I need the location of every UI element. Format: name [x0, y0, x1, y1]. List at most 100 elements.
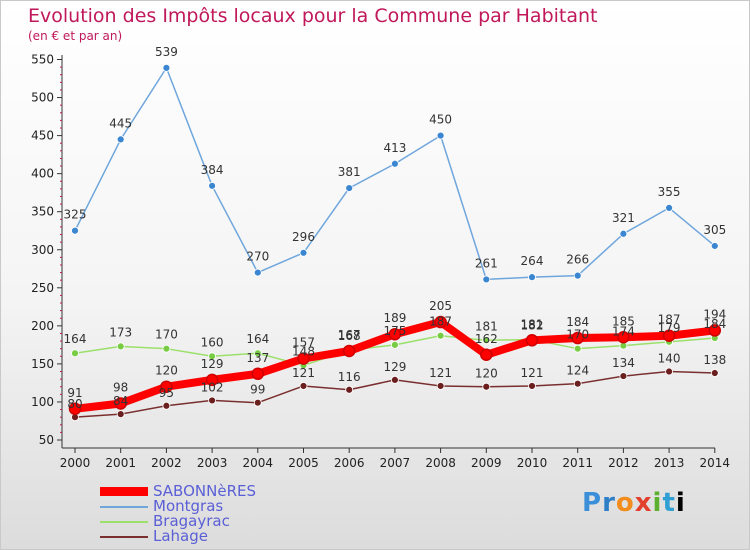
data-point — [482, 275, 491, 284]
x-tick-label: 2014 — [700, 456, 731, 470]
data-label: 167 — [338, 328, 361, 342]
y-tick-label: 350 — [31, 205, 54, 219]
data-label: 95 — [159, 386, 174, 400]
data-point — [619, 372, 628, 380]
data-point — [162, 401, 171, 410]
data-label: 91 — [67, 386, 82, 400]
y-tick-label: 550 — [31, 53, 54, 67]
data-label: 129 — [383, 360, 406, 374]
data-label: 355 — [658, 185, 681, 199]
data-label: 129 — [201, 357, 224, 371]
data-point — [253, 398, 262, 407]
data-point — [662, 329, 676, 342]
y-tick-label: 500 — [31, 91, 54, 105]
x-tick-label: 2003 — [197, 456, 228, 470]
data-label: 296 — [292, 230, 315, 244]
y-tick-label: 100 — [31, 395, 54, 409]
data-label: 120 — [475, 367, 498, 381]
data-point — [480, 348, 493, 362]
data-label: 157 — [292, 336, 315, 350]
legend-label-montgras: Montgras — [153, 497, 224, 515]
data-point — [710, 242, 719, 250]
logo-letter: x — [634, 488, 653, 518]
data-label: 98 — [113, 380, 128, 394]
data-label: 102 — [201, 380, 224, 394]
data-point — [299, 382, 308, 390]
data-point — [345, 184, 354, 193]
legend-item-bragayrac: Bragayrac — [100, 512, 330, 530]
data-label: 184 — [566, 315, 589, 329]
x-tick-label: 2005 — [288, 456, 319, 470]
data-point — [436, 131, 445, 140]
data-label: 121 — [521, 366, 544, 380]
data-point — [619, 229, 628, 238]
y-tick-label: 200 — [31, 319, 54, 333]
data-label: 181 — [475, 319, 498, 333]
data-label: 168 — [338, 329, 361, 343]
data-point — [114, 397, 127, 410]
legend-label-lahage: Lahage — [153, 527, 208, 545]
data-point — [573, 271, 582, 280]
x-tick-label: 2011 — [562, 456, 593, 470]
data-label: 194 — [703, 307, 726, 321]
data-point — [525, 334, 539, 347]
data-label: 173 — [109, 325, 132, 339]
x-tick-label: 2002 — [151, 456, 182, 470]
data-point — [710, 369, 719, 377]
data-label: 116 — [338, 370, 361, 384]
data-point — [162, 344, 171, 353]
x-tick-label: 2010 — [517, 456, 548, 470]
y-tick-label: 150 — [31, 357, 54, 371]
data-point — [388, 327, 402, 341]
series-line — [74, 67, 716, 281]
data-point — [162, 63, 171, 72]
y-tick-label: 300 — [31, 243, 54, 257]
data-label: 187 — [658, 313, 681, 327]
data-point — [434, 315, 447, 329]
data-point — [208, 396, 217, 405]
y-tick-label: 400 — [31, 167, 54, 181]
legend-label-bragayrac: Bragayrac — [153, 512, 230, 530]
x-tick-label: 2012 — [608, 456, 639, 470]
data-point — [345, 385, 354, 394]
data-point — [116, 410, 125, 419]
legend-item-montgras: Montgras — [100, 497, 330, 515]
data-point — [573, 379, 582, 388]
data-point — [708, 324, 722, 337]
legend-swatch-lahage — [100, 536, 148, 538]
data-point — [573, 344, 582, 353]
data-label: 381 — [338, 165, 361, 179]
data-label: 450 — [429, 113, 452, 127]
data-label: 445 — [109, 116, 132, 130]
x-tick-label: 2009 — [471, 456, 502, 470]
data-point — [297, 352, 310, 365]
data-label: 124 — [566, 364, 589, 378]
data-point — [665, 203, 673, 212]
data-label: 120 — [155, 364, 178, 378]
legend-swatch-montgras — [100, 506, 148, 508]
data-label: 185 — [612, 314, 635, 328]
data-label: 174 — [612, 325, 635, 339]
data-label: 321 — [612, 211, 635, 225]
chart-subtitle: (en € et par an) — [28, 29, 123, 43]
logo-letter: P — [582, 488, 603, 518]
data-point — [116, 342, 125, 351]
data-label: 179 — [658, 321, 681, 335]
data-label: 264 — [521, 254, 544, 268]
data-point — [71, 349, 79, 358]
data-point — [436, 382, 445, 390]
data-label: 164 — [246, 332, 269, 346]
data-label: 160 — [201, 335, 224, 349]
data-point — [251, 367, 265, 381]
legend-swatch-sabonneres — [100, 487, 148, 496]
data-point — [528, 382, 536, 390]
data-label: 162 — [475, 332, 498, 346]
logo-letter: o — [615, 488, 635, 518]
data-label: 121 — [292, 366, 315, 380]
data-point — [390, 159, 399, 168]
legend-swatch-bragayrac — [100, 521, 148, 523]
x-tick-label: 2004 — [243, 456, 274, 470]
y-tick-label: 50 — [39, 433, 54, 447]
data-label: 539 — [155, 45, 178, 59]
